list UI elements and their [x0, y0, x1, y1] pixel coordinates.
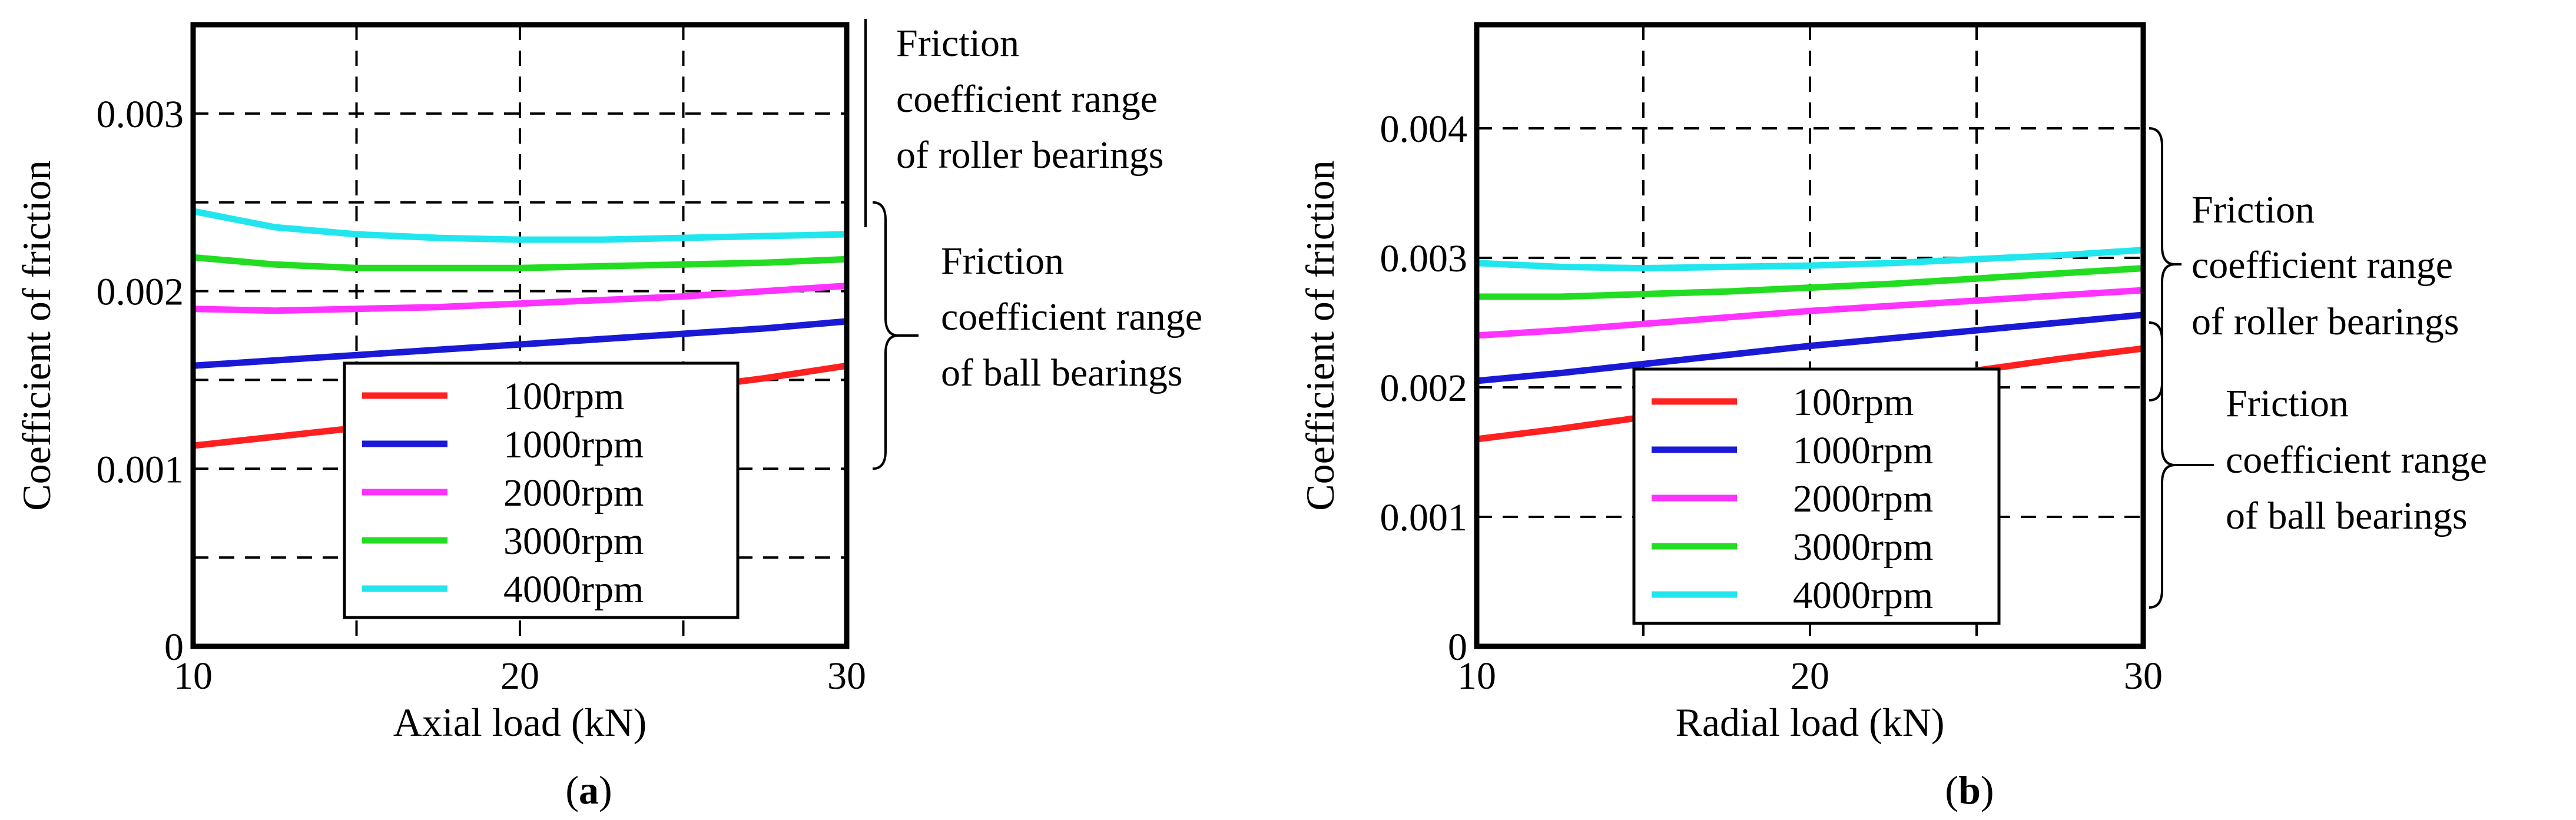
roller-annotation-text: Friction — [896, 22, 1019, 65]
legend-label-4000rpm: 4000rpm — [503, 568, 644, 611]
x-tick-label: 20 — [1791, 655, 1829, 698]
roller-annotation-text: Friction — [2192, 188, 2315, 231]
ball-annotation-text: coefficient range — [941, 296, 1202, 338]
y-tick-label: 0 — [1448, 626, 1467, 669]
panel-label: (b) — [1945, 768, 1994, 812]
x-tick-label: 10 — [174, 655, 213, 698]
x-axis-label: Axial load (kN) — [393, 700, 647, 745]
y-tick-label: 0 — [164, 626, 184, 669]
annotations: Friction coefficient range of roller beari… — [864, 19, 1202, 470]
legend: 100rpm 1000rpm 2000rpm 3000rpm 4000rpm — [1632, 367, 2001, 625]
ball-range-brace — [2149, 321, 2176, 609]
chart-panel-b: 0 0.001 0.002 0.003 0.004 10 20 30 Radial load (… — [1298, 22, 2487, 812]
x-tick-label: 20 — [500, 655, 539, 698]
legend-label-100rpm: 100rpm — [503, 375, 624, 418]
series-line-3000rpm — [1477, 265, 2144, 300]
y-tick-label: 0.001 — [1380, 496, 1468, 539]
y-tick-label: 0.002 — [97, 271, 184, 314]
legend-label-3000rpm: 3000rpm — [503, 520, 644, 563]
x-tick-label: 30 — [2124, 655, 2163, 698]
panel-label: (a) — [565, 768, 612, 812]
legend-label-1000rpm: 1000rpm — [503, 423, 644, 466]
y-tick-label: 0.004 — [1380, 108, 1468, 151]
legend-label-4000rpm: 4000rpm — [1793, 574, 1933, 617]
series-line-2000rpm — [1476, 287, 2144, 339]
y-tick-label: 0.003 — [97, 93, 184, 136]
x-tick-label: 30 — [827, 655, 866, 698]
ball-annotation-text: Friction — [941, 240, 1064, 283]
chart-panel-a: 0 0.001 0.002 0.003 10 20 30 Axial load (kN) Coe… — [14, 19, 1202, 812]
roller-annotation-text: of roller bearings — [2192, 300, 2459, 343]
y-tick-label: 0.001 — [97, 448, 184, 491]
series-line-4000rpm — [192, 208, 847, 243]
ball-annotation-text: of ball bearings — [941, 351, 1183, 394]
ball-annotation-text: coefficient range — [2226, 439, 2487, 482]
series-line-1000rpm — [193, 318, 847, 369]
x-axis-label: Radial load (kN) — [1676, 700, 1945, 745]
y-tick-label: 0.002 — [1380, 367, 1468, 410]
series-line-2000rpm — [193, 283, 847, 314]
legend-label-2000rpm: 2000rpm — [503, 472, 644, 514]
series-line-3000rpm — [193, 254, 847, 271]
annotations: Friction coefficient range of roller beari… — [2149, 127, 2487, 609]
y-tick-label: 0.003 — [1380, 237, 1468, 280]
ball-annotation-text: of ball bearings — [2226, 494, 2468, 537]
plot-frame — [1474, 22, 2146, 649]
series-line-4000rpm — [1476, 247, 2144, 272]
y-axis-label: Coefficient of friction — [1298, 160, 1342, 510]
plot-frame — [190, 22, 850, 649]
series-line-1000rpm — [1476, 311, 2144, 384]
roller-annotation-text: of roller bearings — [896, 134, 1164, 177]
legend: 100rpm 1000rpm 2000rpm 3000rpm 4000rpm — [343, 361, 740, 619]
ball-range-brace — [872, 201, 899, 470]
roller-annotation-text: coefficient range — [2192, 244, 2453, 287]
ball-annotation-text: Friction — [2226, 382, 2349, 425]
x-tick-label: 10 — [1457, 655, 1496, 698]
legend-label-1000rpm: 1000rpm — [1793, 429, 1933, 472]
legend-label-2000rpm: 2000rpm — [1793, 477, 1933, 520]
y-axis-label: Coefficient of friction — [14, 160, 59, 510]
legend-label-100rpm: 100rpm — [1793, 381, 1914, 424]
legend-label-3000rpm: 3000rpm — [1793, 526, 1933, 569]
roller-annotation-text: coefficient range — [896, 78, 1158, 121]
